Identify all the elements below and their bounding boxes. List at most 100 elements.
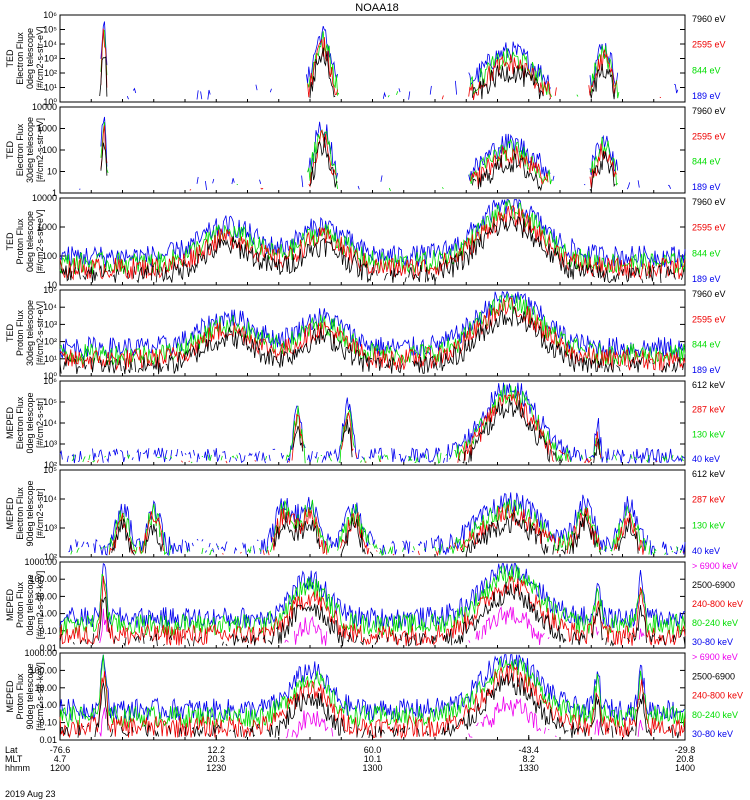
legend-entry: 7960 eV bbox=[692, 106, 726, 116]
panel-1: 10⁰ 10¹ 10² 10³ 10⁴ 10⁵ 10⁶ TED Electron Flux 0de… bbox=[5, 10, 726, 107]
x-tick-label: -29.8 bbox=[675, 745, 696, 755]
series-trace bbox=[59, 582, 686, 647]
legend-entry: 7960 eV bbox=[692, 197, 726, 207]
panel-frame bbox=[59, 106, 686, 194]
legend-entry: 130 keV bbox=[692, 520, 725, 530]
x-tick-label: 12.2 bbox=[207, 745, 225, 755]
y-axis-label: [#/cm2-s-str-eV] bbox=[35, 209, 45, 273]
y-tick-label: 1000 bbox=[37, 222, 57, 232]
y-tick-label: 10 bbox=[47, 280, 57, 290]
panel-8: 0.01 0.10 1.00 10.00 100.00 1000.00 MEPED Proto… bbox=[5, 648, 743, 745]
series-trace bbox=[101, 29, 685, 100]
series-trace bbox=[99, 605, 645, 646]
series-trace bbox=[60, 215, 685, 284]
y-tick-label: 1000.00 bbox=[24, 648, 57, 658]
y-axis-label: [#/cm2-s-str] bbox=[35, 398, 45, 448]
x-tick-label: 1400 bbox=[675, 763, 695, 773]
y-tick-label: 10⁵ bbox=[43, 25, 57, 35]
y-axis-label: 90deg telescope bbox=[25, 663, 35, 729]
y-tick-label: 10² bbox=[44, 68, 57, 78]
x-tick-label: 1300 bbox=[362, 763, 382, 773]
x-axis-row-label: Lat bbox=[5, 745, 18, 755]
legend-entry: 240-800 keV bbox=[692, 599, 743, 609]
panel-frame bbox=[59, 380, 686, 466]
y-tick-label: 10¹ bbox=[44, 354, 57, 364]
legend-entry: 844 eV bbox=[692, 248, 721, 258]
y-axis-label: Proton Flux bbox=[15, 309, 25, 356]
y-tick-label: 1000.00 bbox=[24, 557, 57, 567]
series-trace bbox=[59, 200, 686, 275]
legend-entry: 7960 eV bbox=[692, 14, 726, 24]
legend-entry: 844 eV bbox=[692, 65, 721, 75]
y-tick-label: 10⁰ bbox=[43, 97, 57, 107]
y-axis-label: Proton Flux bbox=[15, 581, 25, 628]
series-trace bbox=[59, 297, 686, 371]
y-tick-label: 10³ bbox=[44, 523, 57, 533]
series-trace bbox=[59, 654, 685, 722]
x-axis: LatMLThhmm-76.64.7120012.220.3123060.010… bbox=[5, 99, 695, 799]
y-axis-label: MEPED bbox=[5, 407, 15, 440]
y-axis-label: TED bbox=[5, 140, 15, 159]
y-axis-label: TED bbox=[5, 49, 15, 68]
panel-7: 0.01 0.10 1.00 10.00 100.00 1000.00 MEPED Proto… bbox=[5, 557, 743, 653]
legend-entry: > 6900 keV bbox=[692, 561, 738, 571]
y-tick-label: 10⁶ bbox=[43, 376, 57, 386]
legend-entry: 189 eV bbox=[692, 274, 721, 284]
y-axis-label: Electron Flux bbox=[15, 487, 25, 540]
x-tick-label: -43.4 bbox=[518, 745, 539, 755]
y-tick-label: 1.00 bbox=[39, 700, 57, 710]
y-axis-label: Proton Flux bbox=[15, 673, 25, 720]
panel-5: 10² 10³ 10⁴ 10⁵ 10⁶ MEPED Electron Flux 0deg te… bbox=[5, 376, 725, 470]
panel-2: 1 10 100 1000 10000 TED Electron Flux 30deg tel… bbox=[5, 102, 726, 198]
y-tick-label: 100 bbox=[42, 251, 57, 261]
legend-entry: 844 eV bbox=[692, 340, 721, 350]
y-tick-label: 10⁵ bbox=[43, 285, 57, 295]
legend-entry: 7960 eV bbox=[692, 289, 726, 299]
y-axis-label: 0deg telescope bbox=[25, 392, 35, 453]
x-tick-label: 20.8 bbox=[676, 754, 694, 764]
y-tick-label: 10⁵ bbox=[43, 465, 57, 475]
x-tick-label: 1230 bbox=[206, 763, 226, 773]
y-tick-label: 0.01 bbox=[39, 643, 57, 653]
y-tick-label: 10⁵ bbox=[43, 397, 57, 407]
y-axis-label: 30deg telescope bbox=[25, 117, 35, 183]
y-axis-label: [#/cm2-s-str-eV] bbox=[35, 26, 45, 90]
y-tick-label: 10.00 bbox=[34, 591, 57, 601]
y-axis-label: Electron Flux bbox=[15, 396, 25, 449]
x-tick-label: 10.1 bbox=[364, 754, 382, 764]
y-tick-label: 100 bbox=[42, 145, 57, 155]
y-tick-label: 10⁴ bbox=[43, 302, 57, 312]
series-trace bbox=[59, 575, 686, 647]
panel-6: 10² 10³ 10⁴ 10⁵ MEPED Electron Flux 90deg tele… bbox=[5, 465, 725, 562]
y-axis-label: Proton Flux bbox=[15, 218, 25, 265]
legend-entry: 2595 eV bbox=[692, 40, 726, 50]
y-axis-label: [#/cm2-s-str-eV] bbox=[35, 118, 45, 182]
legend-entry: 287 keV bbox=[692, 495, 725, 505]
y-tick-label: 10000 bbox=[32, 193, 57, 203]
legend-entry: 844 eV bbox=[692, 157, 721, 167]
y-axis-label: [#/cm2-s-str-eV] bbox=[35, 301, 45, 365]
y-tick-label: 0.10 bbox=[39, 718, 57, 728]
y-axis-label: 90deg telescope bbox=[25, 480, 35, 546]
series-trace bbox=[88, 391, 682, 463]
y-axis-label: MEPED bbox=[5, 497, 15, 530]
y-tick-label: 10² bbox=[44, 460, 57, 470]
chart-title: NOAA18 bbox=[355, 2, 398, 14]
legend-entry: 612 keV bbox=[692, 380, 725, 390]
series-trace bbox=[292, 398, 601, 464]
x-tick-label: 1200 bbox=[50, 763, 70, 773]
y-tick-label: 10² bbox=[44, 337, 57, 347]
y-tick-label: 10⁶ bbox=[43, 10, 57, 20]
y-tick-label: 1.00 bbox=[39, 609, 57, 619]
date-label: 2019 Aug 23 bbox=[5, 789, 56, 799]
series-trace bbox=[108, 503, 685, 557]
legend-entry: 130 keV bbox=[692, 429, 725, 439]
panel-3: 10 100 1000 10000 TED Proton Flux 0deg telesco… bbox=[5, 193, 726, 290]
series-trace bbox=[100, 136, 616, 193]
legend-entry: 40 keV bbox=[692, 454, 720, 464]
y-tick-label: 1000 bbox=[37, 124, 57, 134]
legend-entry: 40 keV bbox=[692, 546, 720, 556]
y-axis-label: [#/cm2-s-str-keV] bbox=[35, 571, 45, 640]
y-tick-label: 10⁴ bbox=[43, 494, 57, 504]
legend-entry: 2595 eV bbox=[692, 131, 726, 141]
